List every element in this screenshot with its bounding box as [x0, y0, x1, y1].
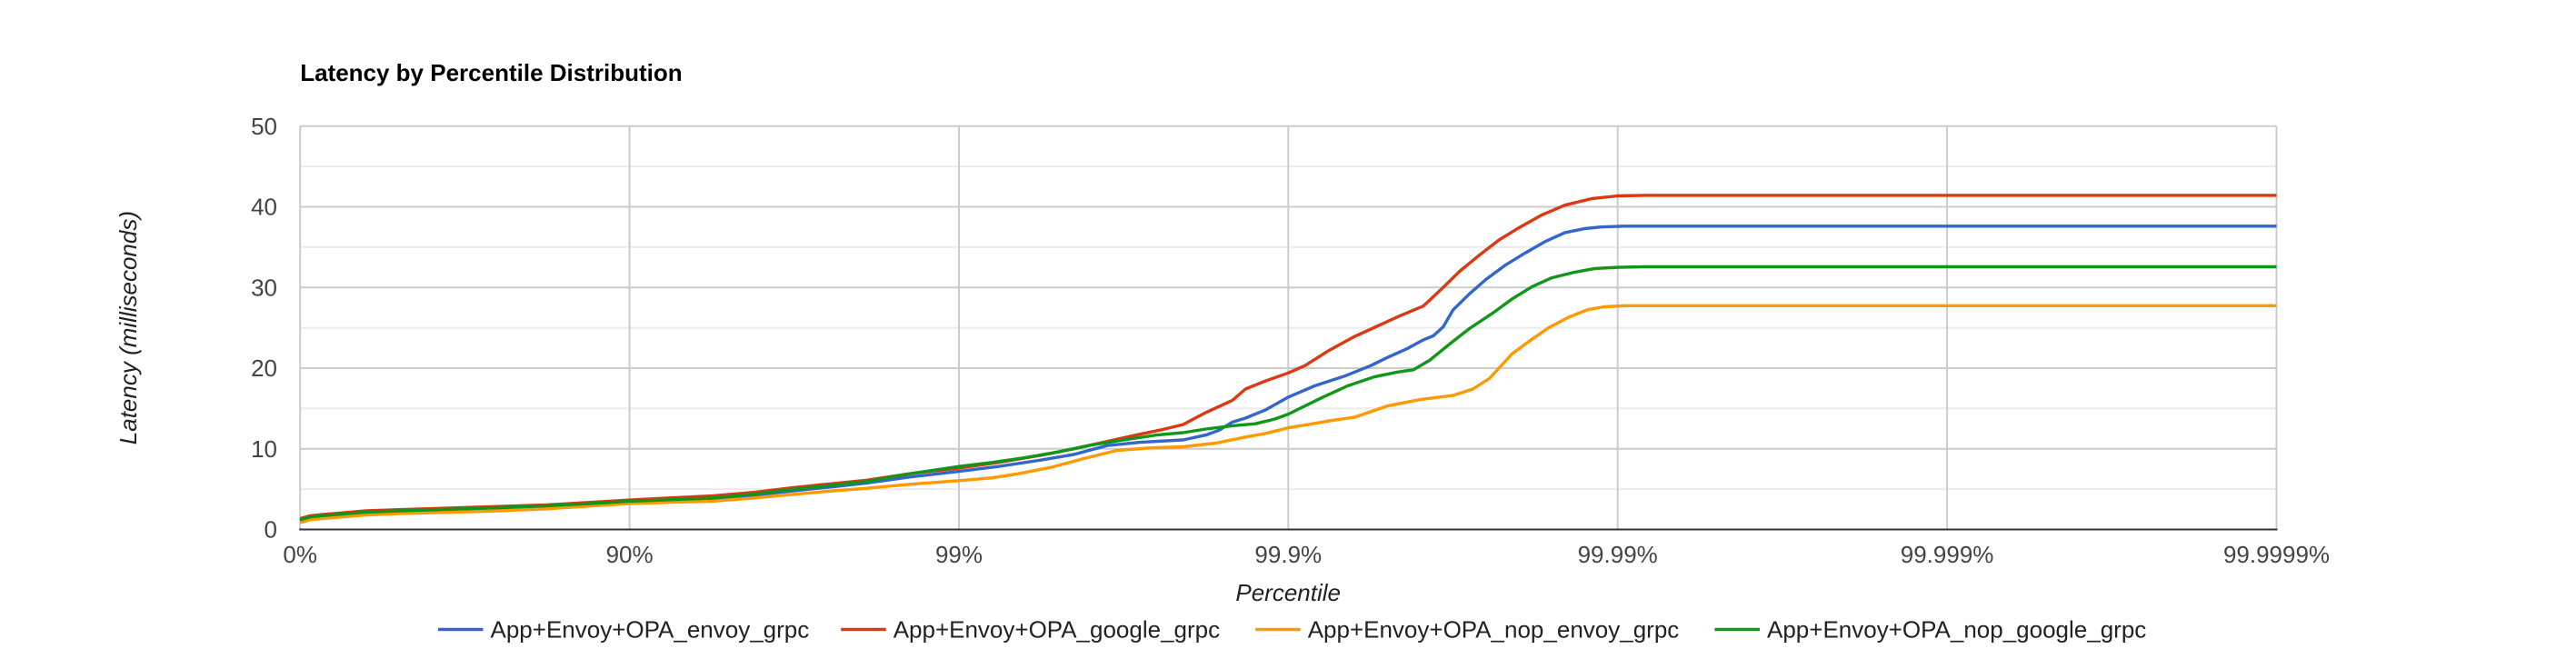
svg-text:10: 10 [251, 435, 277, 463]
svg-text:20: 20 [251, 354, 277, 382]
svg-text:0: 0 [265, 516, 277, 544]
svg-text:99.9999%: 99.9999% [2223, 541, 2330, 568]
svg-text:App+Envoy+OPA_envoy_grpc: App+Envoy+OPA_envoy_grpc [491, 616, 810, 644]
svg-text:Percentile: Percentile [1235, 579, 1341, 606]
svg-text:Latency (milliseconds): Latency (milliseconds) [115, 211, 142, 444]
svg-text:0%: 0% [283, 541, 317, 568]
svg-text:50: 50 [251, 113, 277, 140]
svg-text:30: 30 [251, 274, 277, 301]
svg-text:App+Envoy+OPA_google_grpc: App+Envoy+OPA_google_grpc [894, 616, 1220, 644]
svg-text:90%: 90% [606, 541, 654, 568]
svg-text:99%: 99% [935, 541, 983, 568]
svg-text:40: 40 [251, 194, 277, 221]
svg-text:Latency by Percentile Distribu: Latency by Percentile Distribution [300, 59, 682, 86]
svg-text:99.999%: 99.999% [1901, 541, 1994, 568]
svg-text:99.9%: 99.9% [1254, 541, 1322, 568]
svg-text:App+Envoy+OPA_nop_envoy_grpc: App+Envoy+OPA_nop_envoy_grpc [1308, 616, 1680, 644]
svg-text:App+Envoy+OPA_nop_google_grpc: App+Envoy+OPA_nop_google_grpc [1767, 616, 2146, 644]
svg-text:99.99%: 99.99% [1578, 541, 1658, 568]
